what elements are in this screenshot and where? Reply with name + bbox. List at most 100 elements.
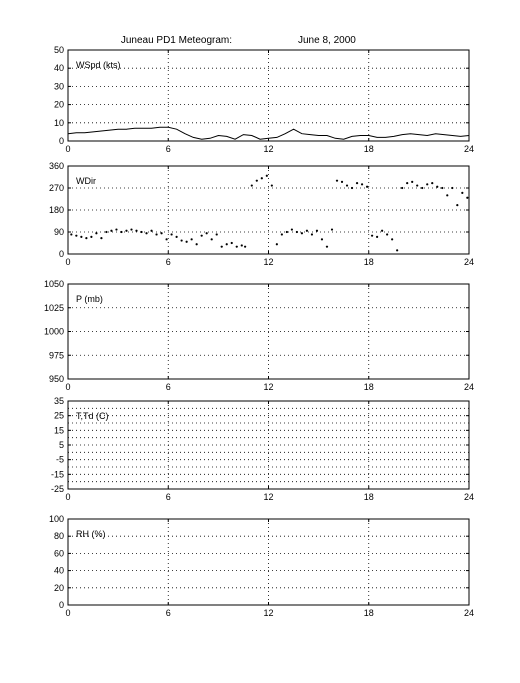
x-tick-label: 6 — [166, 382, 171, 392]
y-tick-label: 975 — [49, 350, 64, 360]
data-point — [205, 232, 208, 235]
data-point — [115, 228, 118, 231]
data-point — [95, 232, 98, 235]
data-point — [325, 245, 329, 248]
data-point — [335, 179, 339, 182]
data-point — [300, 232, 304, 235]
data-point — [265, 174, 268, 177]
data-point — [295, 230, 299, 234]
data-point — [140, 230, 143, 234]
data-point — [411, 180, 414, 183]
data-point — [330, 228, 334, 231]
data-point — [135, 229, 138, 232]
y-tick-label: 90 — [54, 227, 64, 237]
plot-frame — [67, 49, 470, 142]
y-tick-label: 1000 — [44, 327, 64, 337]
x-tick-label: 12 — [263, 382, 273, 392]
y-tick-label: 1050 — [44, 279, 64, 289]
y-tick-label: 30 — [54, 81, 64, 91]
panel-3: 0 6 12 18 24 950 975 1000 1025 1050 P (mb) — [44, 279, 474, 392]
y-tick-label: 40 — [54, 63, 64, 73]
data-point — [225, 243, 228, 246]
data-point — [155, 233, 158, 236]
data-point — [441, 186, 444, 190]
panel-4: 0 6 12 18 24 -25 -15 -5 5 15 25 35 T,Td (C) — [51, 396, 474, 502]
plot-frame — [67, 518, 470, 606]
y-tick-label: 35 — [54, 396, 64, 406]
data-point — [350, 186, 354, 190]
data-point — [215, 233, 218, 236]
x-tick-label: 24 — [464, 257, 474, 267]
x-tick-label: 0 — [65, 382, 70, 392]
y-tick-label: 0 — [59, 136, 64, 146]
y-tick-label: -5 — [56, 455, 64, 465]
y-tick-label: 20 — [54, 100, 64, 110]
panel-label: T,Td (C) — [76, 411, 109, 421]
x-tick-label: 18 — [364, 144, 374, 154]
y-tick-label: 0 — [59, 600, 64, 610]
data-point — [70, 233, 73, 236]
x-tick-label: 0 — [65, 608, 70, 618]
data-point — [165, 238, 168, 241]
data-point — [315, 229, 319, 232]
data-point — [170, 233, 173, 236]
x-tick-label: 12 — [263, 492, 273, 502]
y-tick-label: 50 — [54, 45, 64, 55]
data-point — [100, 237, 103, 240]
x-tick-label: 18 — [364, 492, 374, 502]
data-point — [210, 238, 213, 241]
data-point — [355, 182, 359, 185]
data-point — [451, 186, 454, 190]
data-point — [446, 194, 449, 197]
x-tick-label: 24 — [464, 492, 474, 502]
x-tick-label: 12 — [263, 257, 273, 267]
panel-2: 0 6 12 18 24 0 90 180 270 360 WDir — [49, 161, 474, 267]
panel-label: WDir — [76, 176, 96, 186]
data-point — [120, 230, 123, 234]
data-point — [285, 230, 288, 234]
y-tick-label: 180 — [49, 205, 64, 215]
data-point — [175, 235, 178, 238]
x-tick-label: 18 — [364, 608, 374, 618]
y-tick-label: 40 — [54, 566, 64, 576]
x-tick-label: 6 — [166, 144, 171, 154]
y-tick-label: 15 — [54, 425, 64, 435]
data-point — [80, 235, 83, 238]
panel-5: 0 6 12 18 24 0 20 40 60 80 100 RH (%) — [49, 514, 474, 618]
data-point — [180, 239, 183, 242]
data-point — [396, 249, 399, 252]
y-tick-label: 1025 — [44, 303, 64, 313]
figure-title-date: June 8, 2000 — [298, 35, 356, 46]
data-point — [145, 232, 148, 235]
data-point — [190, 238, 193, 241]
data-point — [381, 229, 384, 232]
data-point — [275, 243, 278, 246]
data-point — [260, 177, 263, 180]
data-point — [200, 234, 203, 237]
x-tick-label: 6 — [166, 492, 171, 502]
x-tick-label: 6 — [166, 257, 171, 267]
x-tick-label: 24 — [464, 144, 474, 154]
data-point — [290, 228, 293, 231]
data-point — [401, 186, 404, 190]
data-point — [370, 234, 374, 237]
data-point — [125, 229, 128, 232]
panel-label: P (mb) — [76, 294, 103, 304]
y-tick-label: 0 — [59, 249, 64, 259]
data-point — [270, 184, 273, 187]
data-point — [310, 233, 314, 236]
y-tick-label: 60 — [54, 548, 64, 558]
x-tick-label: 12 — [263, 144, 273, 154]
data-point — [365, 185, 369, 188]
data-point — [160, 232, 163, 235]
data-point — [110, 229, 113, 232]
data-point — [305, 229, 309, 232]
data-point — [185, 240, 188, 243]
data-point — [105, 230, 108, 234]
y-tick-label: 20 — [54, 583, 64, 593]
y-tick-label: 360 — [49, 161, 64, 171]
series-line-1 — [67, 126, 470, 140]
data-point — [345, 184, 349, 187]
x-tick-label: 0 — [65, 144, 70, 154]
y-tick-label: 100 — [49, 514, 64, 524]
